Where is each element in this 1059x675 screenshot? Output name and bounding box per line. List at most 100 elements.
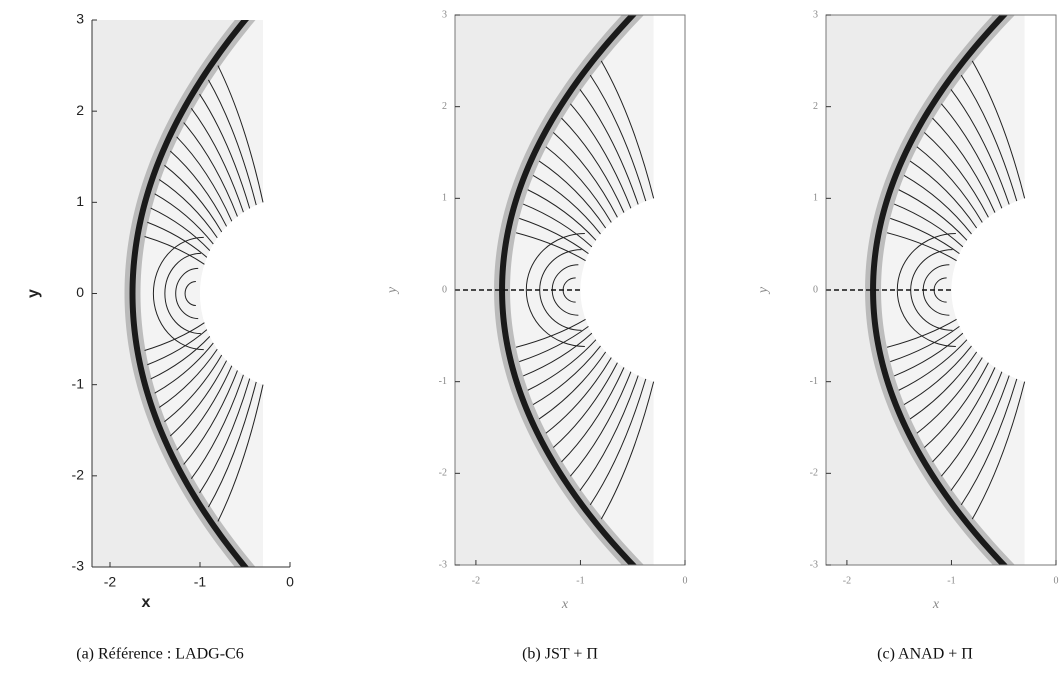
y-tick-label: -2 — [439, 468, 447, 479]
contour-line — [515, 318, 586, 348]
freestream-shade — [455, 15, 633, 565]
contour-line — [971, 381, 1026, 520]
contour-line — [561, 367, 625, 463]
y-tick-label: 0 — [813, 284, 818, 295]
y-axis-label: y — [756, 286, 771, 295]
x-tick-label: -2 — [104, 574, 117, 590]
contour-line — [519, 217, 589, 255]
y-tick-label: -1 — [439, 376, 447, 387]
contour-line — [579, 375, 639, 491]
contour-line — [600, 381, 655, 520]
body — [200, 202, 290, 385]
contour-line — [183, 122, 238, 217]
caption: (c) ANAD + Π — [877, 646, 973, 663]
contour-line — [950, 89, 1010, 205]
plot-area — [92, 20, 290, 567]
contour-line — [561, 117, 625, 213]
contour-line — [527, 339, 597, 391]
contour-line — [545, 146, 612, 223]
contour-line — [932, 367, 996, 463]
freestream-shade — [826, 15, 1004, 565]
contour-line — [515, 232, 586, 262]
y-tick-label: 1 — [76, 193, 84, 209]
y-axis-label: y — [385, 286, 400, 295]
x-tick-label: -2 — [843, 575, 851, 586]
caption: (a) Référence : LADG-C6 — [76, 646, 243, 663]
contour-line — [169, 360, 228, 437]
contour-line — [199, 93, 251, 209]
contour-line — [569, 371, 632, 477]
contour-line — [217, 65, 264, 203]
contour-line — [950, 375, 1010, 491]
contour-line — [522, 203, 593, 248]
y-tick-label: 1 — [813, 193, 818, 204]
y-tick-label: 3 — [813, 9, 818, 20]
shock — [499, 15, 637, 565]
contour-line — [903, 345, 972, 406]
x-tick-label: 0 — [683, 575, 688, 586]
x-tick-label: -1 — [947, 575, 955, 586]
contour-line — [545, 357, 612, 434]
contour-line — [589, 74, 647, 202]
y-tick-label: 2 — [442, 101, 447, 112]
contour-line — [600, 60, 655, 199]
contour-line — [144, 236, 205, 265]
contour-line — [207, 381, 257, 508]
y-tick-label: 3 — [76, 11, 84, 27]
y-tick-label: -3 — [439, 559, 447, 570]
contour-line — [150, 336, 211, 380]
contour-line — [924, 362, 989, 448]
contour-line — [903, 174, 972, 235]
contour-line — [154, 342, 214, 394]
contour-line — [176, 136, 233, 222]
contour-line — [924, 132, 989, 218]
y-tick-label: 0 — [76, 284, 84, 300]
x-tick-label: 0 — [1054, 575, 1059, 586]
y-tick-label: 0 — [442, 284, 447, 295]
x-tick-label: 0 — [286, 574, 294, 590]
contour-line — [176, 365, 233, 451]
shock — [870, 15, 1008, 565]
contour-line — [569, 103, 632, 209]
y-tick-label: -1 — [72, 375, 85, 391]
body — [580, 198, 685, 382]
body — [951, 198, 1056, 382]
contour-line — [190, 108, 244, 213]
contour-line — [154, 193, 214, 245]
contour-line — [183, 370, 238, 465]
contour-line — [190, 374, 244, 479]
x-axis-label: x — [142, 594, 151, 611]
caption: (b) JST + Π — [522, 646, 598, 663]
contour-line — [553, 362, 618, 448]
contour-line — [898, 189, 968, 241]
contour-line — [886, 232, 957, 262]
contour-line — [916, 146, 983, 223]
x-axis-label: x — [561, 597, 569, 612]
contour-line — [527, 189, 597, 241]
x-tick-label: -1 — [576, 575, 584, 586]
contour-line — [553, 132, 618, 218]
contour-line — [909, 160, 978, 229]
contour-line — [538, 160, 607, 229]
contour-line — [144, 322, 205, 351]
contour-line — [217, 384, 264, 522]
contour-line — [147, 221, 208, 258]
freestream-shade — [92, 20, 245, 567]
contour-line — [519, 325, 589, 363]
contour-line — [147, 329, 208, 366]
y-tick-label: -2 — [810, 468, 818, 479]
plot-area — [455, 15, 685, 565]
contour-line — [890, 217, 960, 255]
y-tick-label: 1 — [442, 193, 447, 204]
contour-line — [158, 348, 218, 408]
contour-line — [164, 354, 223, 423]
x-axis-label: x — [932, 597, 940, 612]
y-tick-label: 3 — [442, 9, 447, 20]
contour-line — [960, 74, 1018, 202]
contour-loop — [525, 233, 585, 347]
contour-line — [199, 378, 251, 494]
contour-line — [589, 378, 647, 506]
contour-loop — [896, 233, 956, 347]
contour-line — [916, 357, 983, 434]
contour-line — [893, 203, 964, 248]
